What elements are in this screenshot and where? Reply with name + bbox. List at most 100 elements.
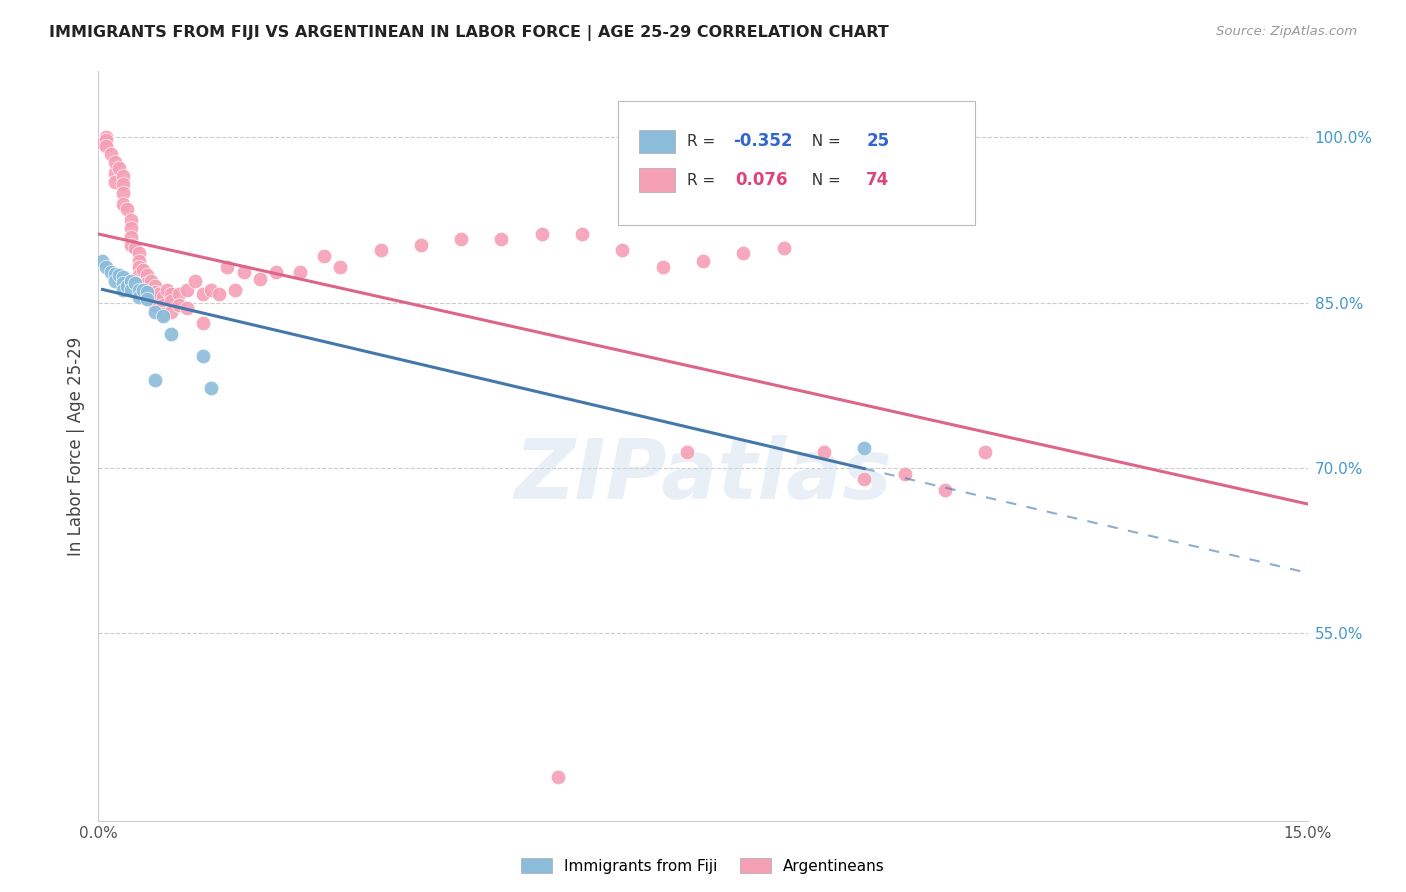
Point: [217, 260, 239, 275]
Point: [143, 373, 166, 387]
FancyBboxPatch shape: [619, 102, 976, 225]
Point: [853, 472, 876, 486]
Point: [530, 227, 553, 242]
Point: [208, 287, 231, 301]
Point: [651, 260, 673, 275]
Text: N =: N =: [803, 172, 846, 187]
Point: [111, 196, 134, 211]
Point: [111, 177, 134, 191]
Point: [111, 169, 134, 183]
Point: [692, 253, 714, 268]
Point: [143, 298, 166, 312]
Point: [143, 304, 166, 318]
Point: [120, 213, 142, 227]
Point: [160, 293, 183, 308]
Point: [128, 290, 150, 304]
Point: [370, 243, 392, 257]
Point: [132, 283, 155, 297]
Point: [103, 166, 125, 180]
Text: IMMIGRANTS FROM FIJI VS ARGENTINEAN IN LABOR FORCE | AGE 25-29 CORRELATION CHART: IMMIGRANTS FROM FIJI VS ARGENTINEAN IN L…: [49, 25, 889, 41]
Text: R =: R =: [688, 134, 720, 149]
Point: [120, 229, 142, 244]
Point: [120, 238, 142, 252]
Point: [167, 287, 190, 301]
Legend: Immigrants from Fiji, Argentineans: Immigrants from Fiji, Argentineans: [515, 852, 891, 880]
Point: [176, 301, 198, 316]
Point: [128, 268, 150, 283]
Point: [152, 298, 174, 312]
Point: [143, 285, 166, 299]
Point: [160, 287, 183, 301]
Point: [91, 136, 114, 150]
Point: [143, 290, 166, 304]
Point: [733, 246, 755, 260]
Y-axis label: In Labor Force | Age 25-29: In Labor Force | Age 25-29: [66, 336, 84, 556]
Point: [974, 444, 997, 458]
Point: [96, 130, 118, 145]
Point: [111, 186, 134, 200]
Point: [107, 268, 129, 283]
Text: N =: N =: [803, 134, 846, 149]
Point: [100, 147, 122, 161]
Point: [450, 232, 472, 246]
Point: [107, 161, 129, 176]
Point: [329, 260, 352, 275]
Point: [288, 265, 311, 279]
Text: Source: ZipAtlas.com: Source: ZipAtlas.com: [1216, 25, 1357, 38]
Text: 25: 25: [866, 132, 890, 150]
Point: [128, 246, 150, 260]
Point: [124, 241, 146, 255]
Point: [176, 283, 198, 297]
Point: [232, 265, 254, 279]
Text: -0.352: -0.352: [734, 132, 793, 150]
Point: [200, 381, 222, 395]
Point: [120, 283, 142, 297]
Point: [100, 265, 122, 279]
Point: [314, 250, 336, 264]
Point: [893, 467, 915, 481]
Point: [143, 279, 166, 293]
Point: [111, 270, 134, 285]
Point: [249, 271, 271, 285]
FancyBboxPatch shape: [638, 129, 675, 153]
Point: [612, 243, 634, 257]
Point: [934, 483, 956, 497]
Point: [152, 290, 174, 304]
Point: [571, 227, 593, 242]
Point: [167, 298, 190, 312]
Point: [184, 274, 207, 288]
FancyBboxPatch shape: [638, 169, 675, 192]
Point: [156, 283, 179, 297]
Point: [135, 285, 157, 299]
Point: [120, 274, 142, 288]
Point: [96, 260, 118, 275]
Point: [853, 441, 876, 455]
Point: [193, 349, 215, 363]
Point: [813, 444, 835, 458]
Point: [128, 283, 150, 297]
Point: [224, 283, 246, 297]
Point: [264, 265, 287, 279]
Point: [152, 307, 174, 321]
Point: [160, 326, 183, 341]
Point: [135, 276, 157, 290]
Text: 74: 74: [866, 171, 890, 189]
Point: [193, 316, 215, 330]
Point: [772, 241, 794, 255]
Text: ZIPatlas: ZIPatlas: [515, 435, 891, 516]
Point: [120, 220, 142, 235]
Point: [132, 262, 155, 277]
Point: [124, 276, 146, 290]
Text: 0.076: 0.076: [735, 171, 789, 189]
Point: [91, 253, 114, 268]
Point: [135, 283, 157, 297]
Point: [128, 260, 150, 275]
Point: [111, 276, 134, 290]
Point: [111, 283, 134, 297]
Point: [128, 253, 150, 268]
Point: [139, 274, 162, 288]
Point: [491, 232, 513, 246]
Point: [152, 309, 174, 323]
Point: [135, 293, 157, 307]
Point: [200, 283, 222, 297]
